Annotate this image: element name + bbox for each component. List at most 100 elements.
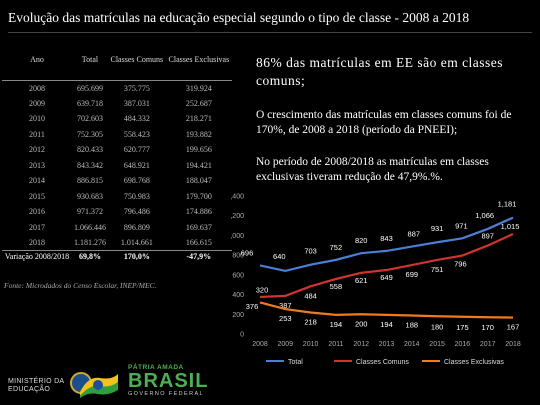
data-label: 971	[455, 221, 468, 230]
brand-big-text: BRASIL	[128, 370, 209, 392]
data-label: 320	[256, 285, 269, 294]
table-cell: 2008	[28, 83, 45, 93]
data-label: 1,015	[501, 222, 520, 231]
y-tick-label: 600	[232, 272, 244, 279]
table-cell: 820.433	[76, 145, 103, 155]
chart-y-axis: 0 200 400 600 800 1,000 1,200 1,400	[230, 194, 244, 339]
y-tick-label: 400	[232, 292, 244, 299]
table-cell: 2014	[28, 176, 45, 186]
brand-logo: PÁTRIA AMADA BRASIL GOVERNO FEDERAL	[128, 364, 208, 397]
table-cell: 2017	[28, 222, 45, 232]
table-cell: 2013	[28, 160, 45, 170]
y-tick-label: 800	[232, 253, 244, 260]
table-cell: 2011	[29, 129, 45, 139]
data-label: 253	[279, 314, 292, 323]
data-label: 180	[431, 322, 444, 331]
x-tick-label: 2008	[252, 341, 268, 348]
data-label: 167	[507, 323, 520, 332]
table-cell: 319.924	[185, 83, 212, 93]
data-label: 558	[330, 282, 343, 291]
table-cell: 971.372	[76, 207, 103, 217]
data-label: 170	[481, 323, 494, 332]
variation-cell: 170,0%	[107, 250, 166, 262]
data-label: 931	[431, 224, 444, 233]
table-cell: 2016	[28, 207, 45, 217]
x-tick-label: 2015	[429, 341, 445, 348]
table-cell: 193.882	[185, 129, 212, 139]
x-tick-label: 2013	[379, 341, 395, 348]
table-cell: 2015	[28, 191, 45, 201]
table-cell: 1.181.276	[73, 238, 106, 247]
table-cell: 1.014.661	[120, 238, 153, 247]
data-label: 387	[279, 301, 292, 310]
brand-small-text: PÁTRIA AMADA	[128, 364, 184, 371]
legend-label: Classes Exclusivas	[444, 359, 504, 366]
variation-cell: -47,9%	[165, 250, 232, 262]
data-label: 621	[355, 276, 368, 285]
table-cell: 252.687	[185, 98, 212, 108]
data-label: 1,181	[498, 200, 517, 209]
data-label: 484	[304, 291, 317, 300]
table-source: Fonte: Microdados do Censo Escolar, INEP…	[4, 281, 157, 290]
table-cell: 2018	[28, 238, 45, 247]
chart-legend: Total Classes Comuns Classes Exclusivas	[266, 359, 504, 366]
chart-series: 696 640 703 752 820 843 887 931 971 1,066 1,181 376…	[241, 200, 520, 333]
data-label: 376	[246, 302, 259, 311]
table-cell: 886.815	[76, 176, 103, 186]
table-row: 2008 695.699 375.775 319.924	[2, 80, 232, 96]
table-header-cell: Total	[71, 40, 108, 81]
data-label: 175	[456, 323, 469, 332]
table-cell: 199.656	[185, 145, 212, 155]
y-tick-label: 1,000	[230, 233, 244, 240]
table-cell: 796.486	[123, 207, 150, 217]
y-tick-label: 0	[240, 332, 244, 339]
x-tick-label: 2016	[455, 341, 471, 348]
x-tick-label: 2012	[353, 341, 369, 348]
data-label: 703	[304, 247, 317, 256]
y-tick-label: 1,400	[230, 194, 244, 201]
table-cell: 702.603	[76, 114, 103, 124]
table-cell: 750.983	[123, 191, 150, 201]
table-variation-row: Variação 2008/2018 69,8% 170,0% -47,9%	[2, 250, 232, 262]
series-line	[259, 301, 514, 319]
table-header-cell: Classes Exclusivas	[165, 40, 232, 81]
table-cell: 2010	[28, 114, 45, 124]
x-tick-label: 2018	[505, 341, 521, 348]
brazil-flag-icon	[80, 374, 118, 398]
data-label: 820	[355, 236, 368, 245]
data-label: 751	[431, 265, 444, 274]
chart-x-axis: 2008 2009 2010 2011 2012 2013 2014 2015 2016 2017…	[252, 341, 521, 348]
table-row: 2016 971.372 796.486 174.886	[2, 204, 232, 220]
table-row: 2010 702.603 484.332 218.271	[2, 111, 232, 127]
data-label: 897	[481, 232, 494, 241]
data-label: 649	[380, 273, 393, 282]
highlight-text-1: 86% das matrículas em EE são em classes …	[256, 55, 504, 88]
table-cell: 166.615	[185, 238, 212, 247]
table-cell: 930.683	[76, 191, 103, 201]
table-cell: 387.031	[123, 98, 150, 108]
enrollment-table: Ano Total Classes Comuns Classes Exclusivas…	[2, 40, 232, 295]
x-tick-label: 2017	[480, 341, 496, 348]
table-row: 2009 639.718 387.031 252.687	[2, 96, 232, 112]
data-label: 843	[380, 234, 393, 243]
table-cell: 375.775	[123, 83, 150, 93]
table-cell: 843.342	[76, 160, 103, 170]
table-cell: 194.421	[185, 160, 212, 170]
data-label: 200	[355, 319, 368, 328]
data-label: 796	[454, 260, 467, 269]
data-label: 218	[304, 318, 317, 327]
table-body: 2008 695.699 375.775 319.924 2009 639.718 387.…	[2, 80, 232, 262]
table-cell: 2009	[28, 98, 45, 108]
table-cell: 188.047	[185, 176, 212, 186]
table-cell: 639.718	[76, 98, 103, 108]
table-cell: 752.305	[76, 129, 103, 139]
table-cell: 174.886	[185, 207, 212, 217]
variation-label: Variação 2008/2018	[2, 250, 72, 262]
ministry-logo-text: MINISTÉRIO DA EDUCAÇÃO	[8, 378, 65, 393]
data-label: 194	[380, 320, 393, 329]
y-tick-label: 200	[232, 312, 244, 319]
table-row: 2011 752.305 558.423 193.882	[2, 127, 232, 143]
legend-label: Classes Comuns	[356, 359, 409, 366]
highlight-text-3: No período de 2008/2018 as matrículas em…	[256, 156, 489, 183]
table-cell: 695.699	[76, 83, 103, 93]
